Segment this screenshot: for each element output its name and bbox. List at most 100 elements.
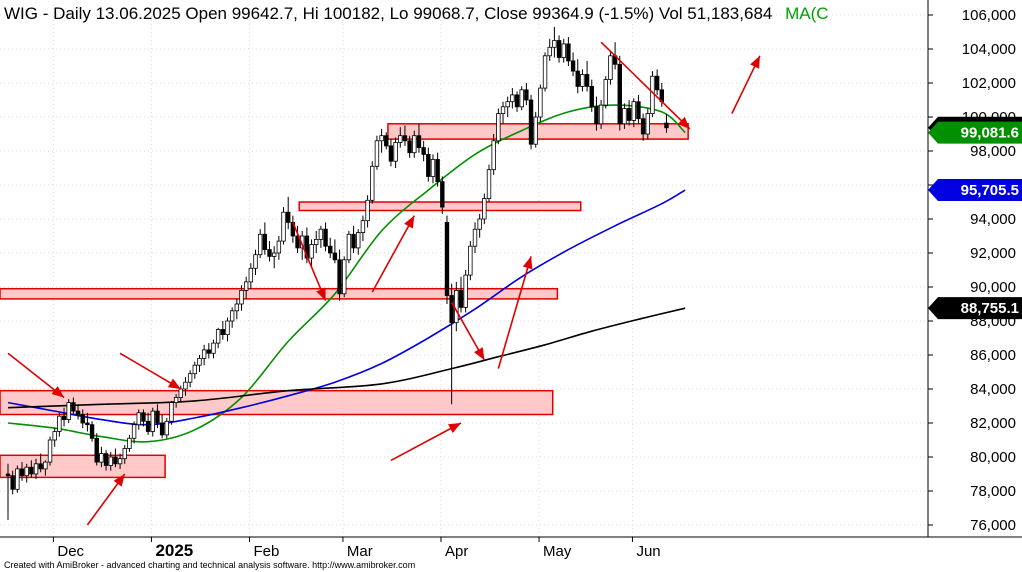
candle-body	[113, 456, 118, 465]
candle-body	[388, 145, 394, 162]
candle	[192, 361, 197, 379]
candle	[239, 285, 244, 311]
candle-body	[617, 63, 622, 125]
candle-body	[552, 40, 557, 48]
candle-body	[141, 412, 146, 422]
candle	[276, 236, 282, 260]
candle-body	[206, 349, 212, 354]
candle	[360, 215, 366, 242]
candle-body	[538, 87, 543, 118]
candle-body	[580, 74, 585, 87]
arrow	[390, 422, 462, 462]
candle-body	[103, 453, 109, 466]
candle-body	[267, 249, 272, 257]
candle-body	[626, 108, 632, 121]
candle	[486, 164, 492, 202]
candle-body	[435, 159, 440, 183]
value-badge-ma_mid: 95,705.5	[928, 179, 1022, 202]
candle	[225, 317, 230, 342]
candle	[169, 400, 174, 425]
arrow-head	[448, 423, 461, 434]
arrow-head	[51, 386, 65, 398]
candle	[505, 96, 510, 117]
candle	[10, 470, 15, 495]
candle-body	[547, 46, 552, 57]
candle-body	[589, 86, 594, 108]
candle	[103, 450, 109, 471]
candle	[626, 100, 632, 126]
candle-body	[491, 140, 496, 171]
candle-body	[131, 424, 137, 439]
candle-body	[108, 456, 113, 466]
annotation-arrows	[7, 41, 761, 526]
candle	[430, 154, 436, 184]
candle	[370, 161, 375, 204]
candle-body	[468, 245, 473, 276]
candle-body	[505, 101, 510, 108]
candle-body	[645, 113, 650, 135]
candle-body	[173, 397, 179, 403]
x-tick-label: Dec	[57, 543, 84, 560]
candle	[598, 100, 604, 129]
candle-body	[253, 254, 258, 269]
arrow-shaft	[371, 215, 415, 293]
candle	[318, 225, 324, 248]
candle	[463, 270, 468, 313]
candle	[155, 404, 160, 429]
candle	[407, 135, 412, 158]
candle-body	[598, 104, 604, 125]
candle-body	[150, 410, 155, 432]
footer-credit: Created with AmiBroker - advanced charti…	[4, 560, 415, 570]
candle	[491, 134, 496, 175]
candle-body	[421, 147, 426, 155]
candle-body	[295, 235, 300, 249]
candle-body	[449, 295, 454, 324]
arrow-head	[750, 55, 760, 69]
zone-rect	[0, 454, 166, 479]
candle	[89, 421, 95, 442]
candle-body	[276, 240, 282, 254]
candle	[117, 453, 123, 469]
candle-body	[360, 220, 366, 233]
y-tick-label: 76,000	[970, 517, 1016, 534]
arrow-shaft	[600, 41, 691, 130]
candle	[458, 276, 464, 313]
candle	[589, 79, 594, 112]
candle	[173, 394, 179, 408]
candle-body	[342, 259, 347, 295]
y-tick-label: 104,000	[962, 41, 1016, 58]
zone-rect	[0, 287, 559, 300]
candle	[538, 84, 543, 123]
candle-body	[304, 235, 310, 259]
candle	[435, 152, 440, 187]
candle	[267, 241, 272, 262]
candle-body	[430, 159, 436, 177]
candle-body	[85, 422, 90, 426]
candle-body	[370, 165, 375, 201]
candle-body	[346, 233, 352, 261]
candle-body	[57, 415, 62, 432]
candle-body	[519, 89, 524, 108]
candle-body	[463, 274, 468, 308]
candle-body	[33, 463, 39, 475]
arrow-head	[316, 287, 326, 301]
candle	[342, 256, 347, 298]
candle	[332, 239, 338, 264]
candle-body	[257, 233, 263, 256]
axes: 76,00078,00080,00082,00084,00086,00088,0…	[0, 0, 1022, 560]
candle-body	[524, 89, 529, 101]
candle-body	[393, 142, 398, 162]
zone-rect	[0, 389, 554, 416]
candle-body	[164, 420, 169, 436]
y-tick-label: 80,000	[970, 449, 1016, 466]
candle-body	[603, 79, 608, 106]
candle	[496, 108, 501, 145]
candle-body	[636, 101, 641, 120]
candle	[365, 195, 370, 228]
candle	[206, 343, 212, 359]
candle-body	[66, 402, 71, 421]
candle-body	[650, 75, 655, 114]
candle-body	[477, 218, 482, 230]
candle	[197, 355, 202, 372]
arrow	[119, 352, 182, 390]
